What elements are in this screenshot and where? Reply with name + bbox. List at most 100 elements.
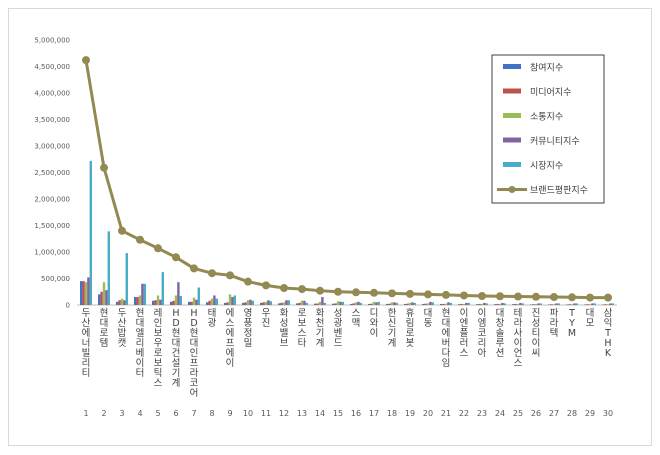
rank-label: 13 — [297, 409, 307, 418]
bar-24-시장지수 — [503, 303, 506, 305]
bar-27-소통지수 — [552, 304, 556, 305]
bar-20-시장지수 — [431, 302, 434, 305]
bar-29-소통지수 — [588, 304, 592, 305]
bar-3-시장지수 — [125, 253, 128, 305]
bar-1-미디어지수 — [82, 281, 85, 305]
bar-26-시장지수 — [539, 303, 542, 305]
bar-29-커뮤니티지수 — [591, 303, 594, 305]
bar-18-시장지수 — [395, 302, 398, 305]
bar-30-커뮤니티지수 — [609, 303, 612, 305]
bar-17-미디어지수 — [370, 303, 373, 305]
rank-label: 23 — [477, 409, 487, 418]
bar-3-참여지수 — [116, 301, 119, 305]
bar-15-커뮤니티지수 — [339, 301, 342, 305]
legend-label: 미디어지수 — [530, 87, 571, 98]
bar-26-미디어지수 — [532, 304, 535, 305]
bar-29-시장지수 — [593, 303, 596, 305]
bar-1-시장지수 — [89, 160, 92, 305]
bar-19-미디어지수 — [406, 303, 409, 305]
bar-30-참여지수 — [602, 304, 605, 305]
bar-16-미디어지수 — [352, 303, 355, 305]
rank-label: 21 — [441, 409, 451, 418]
bar-6-시장지수 — [179, 295, 182, 305]
bar-13-시장지수 — [305, 302, 308, 305]
line-point-18 — [388, 289, 396, 298]
line-point-19 — [406, 289, 414, 298]
bar-12-커뮤니티지수 — [285, 300, 288, 305]
bar-25-참여지수 — [512, 304, 515, 305]
rank-label: 14 — [315, 409, 325, 418]
bar-16-참여지수 — [350, 303, 353, 305]
bar-7-미디어지수 — [190, 301, 193, 305]
line-point-30 — [604, 293, 612, 302]
bar-10-참여지수 — [242, 302, 245, 305]
bar-8-미디어지수 — [208, 300, 211, 305]
bar-1-커뮤니티지수 — [87, 277, 90, 305]
bar-9-시장지수 — [233, 295, 236, 305]
line-point-24 — [496, 292, 504, 301]
rank-label: 24 — [495, 409, 505, 418]
bar-30-미디어지수 — [604, 304, 607, 305]
y-tick-label: 1,500,000 — [34, 222, 70, 230]
bar-14-참여지수 — [314, 303, 317, 305]
bar-18-미디어지수 — [388, 303, 391, 305]
rank-label: 26 — [531, 409, 541, 418]
bar-28-소통지수 — [570, 304, 574, 305]
rank-label: 6 — [173, 409, 178, 418]
bar-7-시장지수 — [197, 287, 200, 305]
bar-28-참여지수 — [566, 304, 569, 305]
bar-16-커뮤니티지수 — [357, 301, 360, 305]
legend-swatch-참여지수 — [503, 64, 521, 69]
bar-13-참여지수 — [296, 303, 299, 305]
legend-swatch-커뮤니티지수 — [503, 137, 521, 143]
rank-label: 1 — [83, 409, 88, 418]
bar-10-미디어지수 — [244, 302, 247, 305]
bar-8-소통지수 — [210, 298, 214, 305]
bar-25-시장지수 — [521, 303, 524, 305]
legend-label: 소통지수 — [530, 112, 563, 123]
rank-label: 28 — [567, 409, 577, 418]
bar-4-시장지수 — [143, 283, 146, 305]
bar-18-참여지수 — [386, 303, 389, 305]
rank-label: 18 — [387, 409, 397, 418]
bar-6-미디어지수 — [172, 300, 175, 305]
bar-28-시장지수 — [575, 303, 578, 305]
line-point-20 — [424, 290, 432, 299]
rank-label: 27 — [549, 409, 559, 418]
legend-swatch-미디어지수 — [503, 88, 521, 94]
bar-12-시장지수 — [287, 300, 290, 305]
legend-swatch-marker — [508, 186, 516, 193]
line-point-9 — [226, 271, 234, 280]
line-point-3 — [118, 226, 126, 235]
legend-label: 브랜드평판지수 — [530, 185, 588, 196]
rank-label: 30 — [603, 409, 613, 418]
bar-29-미디어지수 — [586, 304, 589, 305]
line-point-27 — [550, 293, 558, 302]
bar-22-커뮤니티지수 — [465, 302, 468, 305]
rank-label: 17 — [369, 409, 379, 418]
bar-16-시장지수 — [359, 302, 362, 305]
rank-label: 16 — [351, 409, 361, 418]
bar-6-커뮤니티지수 — [177, 282, 180, 305]
legend-swatch-소통지수 — [503, 113, 521, 118]
bar-14-시장지수 — [323, 302, 326, 305]
bar-20-커뮤니티지수 — [429, 301, 432, 305]
bar-2-소통지수 — [102, 282, 106, 305]
line-point-5 — [154, 244, 162, 253]
y-tick-label: 0 — [66, 302, 70, 310]
rank-label: 10 — [243, 409, 253, 418]
line-point-7 — [190, 264, 198, 273]
legend-label: 커뮤니티지수 — [530, 136, 580, 147]
bar-10-커뮤니티지수 — [249, 299, 252, 305]
bar-19-커뮤니티지수 — [411, 302, 414, 305]
